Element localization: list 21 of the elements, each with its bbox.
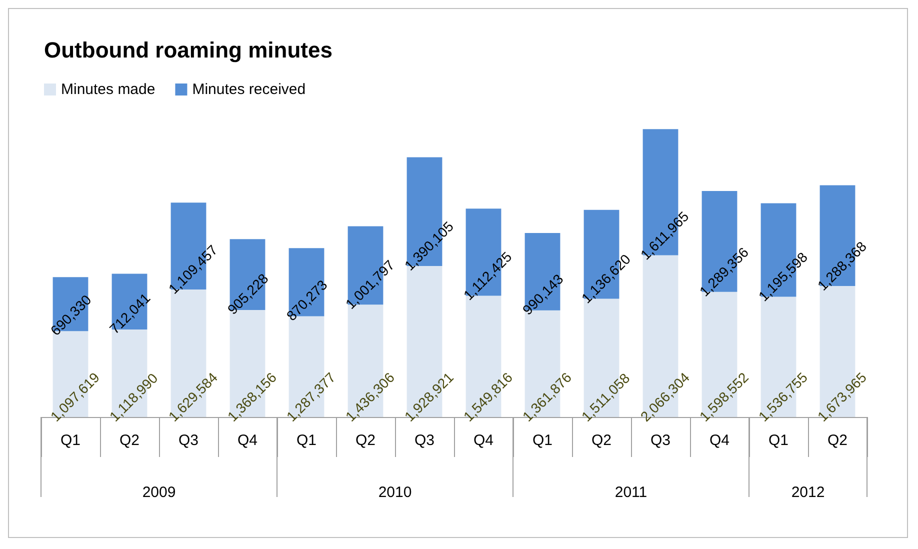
x-tick-label: Q2 bbox=[827, 432, 848, 449]
x-tick-label: Q2 bbox=[355, 432, 376, 449]
legend-label: Minutes received bbox=[192, 81, 306, 98]
legend-label: Minutes made bbox=[61, 81, 156, 98]
text: 2010 bbox=[378, 484, 412, 501]
x-tick-label: Q3 bbox=[650, 432, 671, 449]
text: 2009 bbox=[142, 484, 176, 501]
x-tick-label: Q1 bbox=[768, 432, 789, 449]
text: 2011 bbox=[614, 484, 648, 501]
x-tick-label: Q2 bbox=[591, 432, 612, 449]
x-tick-label: Q4 bbox=[473, 432, 494, 449]
x-tick-label: Q3 bbox=[414, 432, 435, 449]
x-tick-label: Q1 bbox=[296, 432, 317, 449]
text: 2012 bbox=[791, 484, 825, 501]
x-tick-label: Q4 bbox=[709, 432, 730, 449]
x-tick-label: Q1 bbox=[532, 432, 553, 449]
x-tick-label: Q3 bbox=[178, 432, 199, 449]
x-tick-label: Q2 bbox=[119, 432, 140, 449]
x-tick-label: Q4 bbox=[237, 432, 258, 449]
x-tick-label: Q1 bbox=[60, 432, 81, 449]
chart-title: Outbound roaming minutes bbox=[44, 38, 332, 62]
